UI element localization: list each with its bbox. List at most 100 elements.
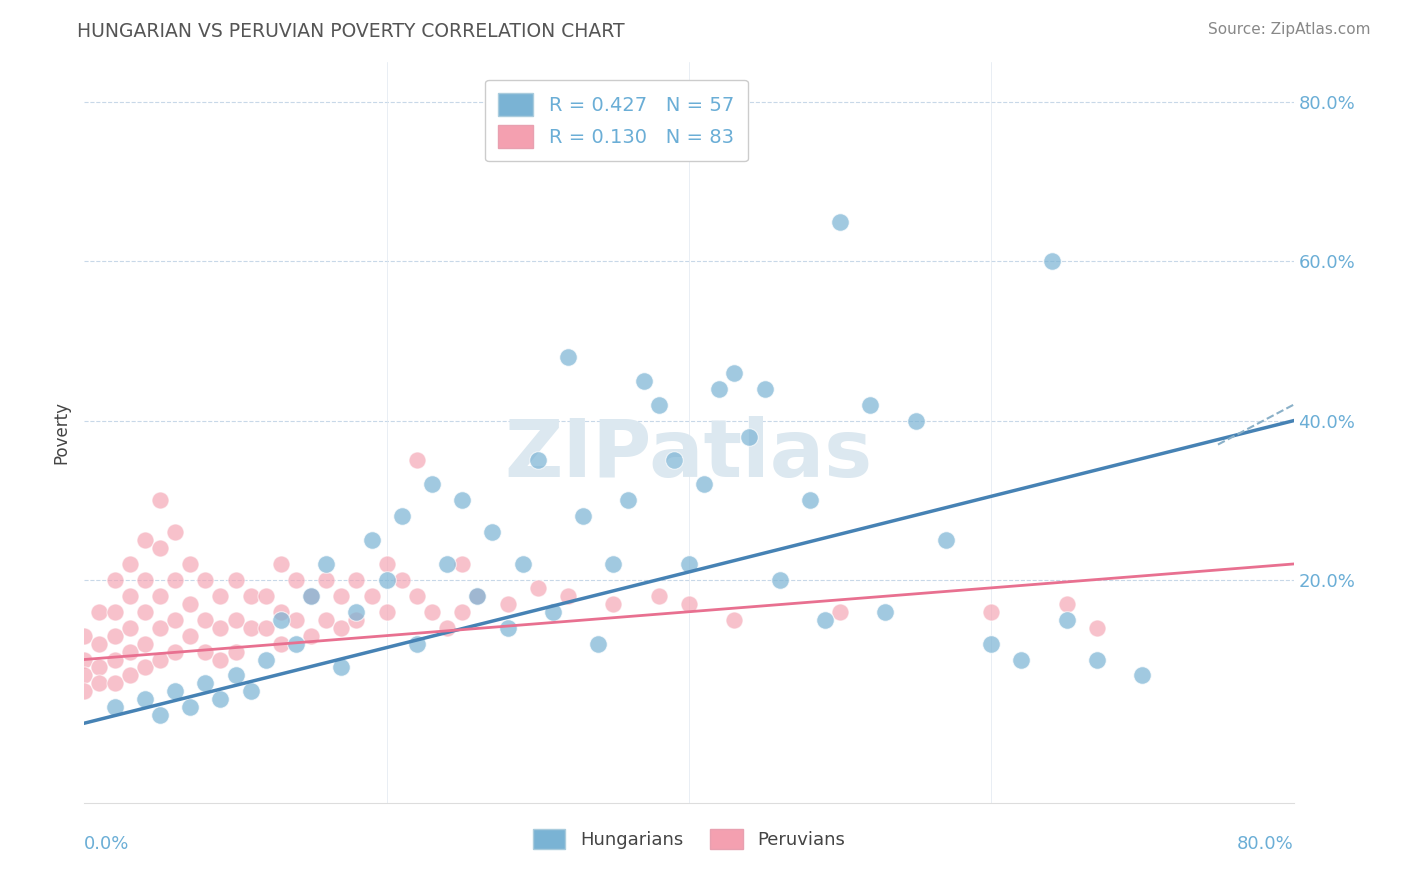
Point xyxy=(617,493,640,508)
Point xyxy=(315,613,337,627)
Point xyxy=(254,621,277,635)
Point xyxy=(678,557,700,571)
Point xyxy=(89,676,111,690)
Legend: Hungarians, Peruvians: Hungarians, Peruvians xyxy=(526,822,852,856)
Point xyxy=(346,605,368,619)
Point xyxy=(602,557,624,571)
Point xyxy=(420,605,443,619)
Point xyxy=(299,589,322,603)
Point xyxy=(723,366,745,380)
Point xyxy=(1085,621,1108,635)
Point xyxy=(814,613,837,627)
Point xyxy=(557,350,579,364)
Point xyxy=(420,477,443,491)
Point xyxy=(980,605,1002,619)
Point xyxy=(557,589,579,603)
Point xyxy=(209,621,232,635)
Point xyxy=(527,453,550,467)
Point xyxy=(285,613,308,627)
Point xyxy=(738,429,761,443)
Point xyxy=(1040,254,1063,268)
Point xyxy=(73,629,96,643)
Point xyxy=(149,541,172,555)
Point xyxy=(104,652,127,666)
Point xyxy=(270,613,292,627)
Point xyxy=(830,605,852,619)
Point xyxy=(179,597,201,611)
Point xyxy=(451,605,474,619)
Point xyxy=(270,557,292,571)
Point xyxy=(754,382,776,396)
Point xyxy=(391,573,413,587)
Point xyxy=(436,557,458,571)
Point xyxy=(285,573,308,587)
Point xyxy=(104,605,127,619)
Point xyxy=(194,573,217,587)
Point xyxy=(496,597,519,611)
Point xyxy=(527,581,550,595)
Point xyxy=(375,557,398,571)
Point xyxy=(104,676,127,690)
Point xyxy=(980,637,1002,651)
Point xyxy=(375,605,398,619)
Point xyxy=(239,621,262,635)
Point xyxy=(118,644,141,658)
Point xyxy=(662,453,685,467)
Point xyxy=(769,573,792,587)
Point xyxy=(270,637,292,651)
Point xyxy=(572,509,595,524)
Point xyxy=(73,652,96,666)
Point xyxy=(709,382,731,396)
Text: 0.0%: 0.0% xyxy=(84,835,129,853)
Point xyxy=(118,668,141,682)
Point xyxy=(104,573,127,587)
Point xyxy=(89,660,111,674)
Point xyxy=(935,533,957,547)
Point xyxy=(165,644,187,658)
Point xyxy=(73,668,96,682)
Point xyxy=(315,573,337,587)
Point xyxy=(360,589,382,603)
Point xyxy=(436,621,458,635)
Point xyxy=(239,589,262,603)
Point xyxy=(254,589,277,603)
Point xyxy=(89,637,111,651)
Text: ZIPatlas: ZIPatlas xyxy=(505,416,873,494)
Point xyxy=(225,668,247,682)
Point xyxy=(904,414,927,428)
Point xyxy=(209,652,232,666)
Point xyxy=(648,398,671,412)
Point xyxy=(330,621,353,635)
Point xyxy=(134,660,156,674)
Point xyxy=(134,533,156,547)
Point xyxy=(134,692,156,706)
Point xyxy=(481,525,503,540)
Point xyxy=(149,493,172,508)
Point xyxy=(179,629,201,643)
Point xyxy=(859,398,882,412)
Text: HUNGARIAN VS PERUVIAN POVERTY CORRELATION CHART: HUNGARIAN VS PERUVIAN POVERTY CORRELATIO… xyxy=(77,22,624,41)
Point xyxy=(104,700,127,714)
Point xyxy=(149,621,172,635)
Point xyxy=(512,557,534,571)
Point xyxy=(1130,668,1153,682)
Point xyxy=(693,477,716,491)
Point xyxy=(1085,652,1108,666)
Point xyxy=(118,589,141,603)
Point xyxy=(451,493,474,508)
Point xyxy=(270,605,292,619)
Point xyxy=(330,660,353,674)
Point xyxy=(633,374,655,388)
Point xyxy=(165,573,187,587)
Point xyxy=(299,589,322,603)
Point xyxy=(830,214,852,228)
Point xyxy=(209,692,232,706)
Point xyxy=(723,613,745,627)
Point xyxy=(346,613,368,627)
Point xyxy=(496,621,519,635)
Point xyxy=(165,684,187,698)
Point xyxy=(194,644,217,658)
Point xyxy=(467,589,489,603)
Text: 80.0%: 80.0% xyxy=(1237,835,1294,853)
Point xyxy=(179,700,201,714)
